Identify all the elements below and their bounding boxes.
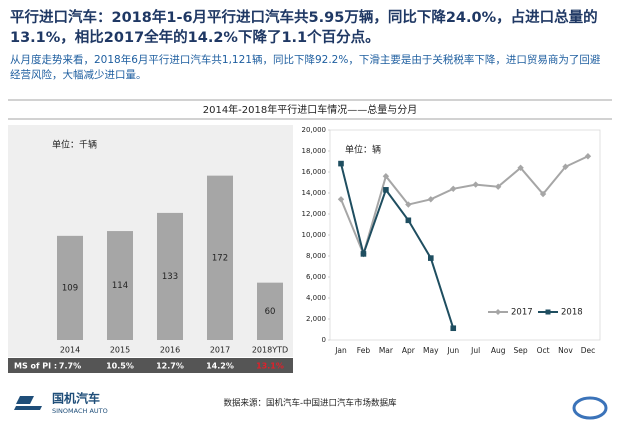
y-tick-label: 14,000 bbox=[302, 189, 327, 197]
legend-label: 2017 bbox=[511, 308, 533, 318]
y-tick-label: 16,000 bbox=[302, 168, 327, 176]
bar bbox=[157, 212, 183, 340]
y-tick-label: 10,000 bbox=[302, 231, 327, 239]
share-value: 10.5% bbox=[106, 362, 134, 371]
marker bbox=[338, 160, 344, 167]
x-tick-label: Dec bbox=[581, 346, 596, 355]
logo-mark bbox=[14, 406, 42, 410]
share-label: MS of PI : bbox=[14, 362, 57, 371]
bar bbox=[257, 282, 283, 340]
y-tick-label: 4,000 bbox=[306, 294, 326, 302]
x-tick-label: Feb bbox=[357, 346, 371, 355]
x-tick-label: Nov bbox=[558, 346, 573, 355]
logo-name: 国机汽车 bbox=[52, 391, 100, 406]
x-tick-label: 2018YTD bbox=[252, 346, 288, 355]
x-tick-label: Jul bbox=[470, 346, 480, 355]
corner-logo-mark bbox=[572, 396, 608, 420]
logo-mark bbox=[16, 396, 34, 404]
panel-title: 2014年-2018年平行进口车情况——总量与分月 bbox=[203, 103, 418, 116]
marker bbox=[382, 173, 390, 180]
legend-marker bbox=[495, 309, 501, 315]
bar-value-label: 114 bbox=[112, 281, 128, 291]
share-value: 14.2% bbox=[206, 362, 234, 371]
marker bbox=[450, 325, 457, 332]
x-tick-label: May bbox=[423, 346, 439, 355]
marker bbox=[428, 255, 434, 261]
series-line bbox=[340, 155, 589, 257]
marker bbox=[360, 251, 367, 257]
y-tick-label: 6,000 bbox=[306, 273, 326, 281]
marker bbox=[383, 187, 389, 193]
marker bbox=[405, 201, 412, 208]
unit-label: 单位：辆 bbox=[345, 144, 381, 156]
share-row-bg bbox=[8, 358, 293, 373]
share-value: 13.1% bbox=[256, 362, 284, 371]
marker bbox=[450, 185, 457, 192]
legend-marker bbox=[545, 309, 551, 315]
marker bbox=[427, 196, 434, 203]
marker bbox=[494, 183, 502, 190]
logo: 国机汽车 SINOMACH AUTO bbox=[14, 391, 108, 415]
y-tick-label: 12,000 bbox=[302, 210, 327, 218]
y-tick-label: 0 bbox=[322, 336, 326, 344]
summary: 从月度走势来看，2018年6月平行进口汽车共1,121辆，同比下降92.2%，下… bbox=[10, 54, 601, 81]
bar-value-label: 60 bbox=[265, 307, 276, 317]
bar bbox=[207, 175, 233, 340]
x-tick-label: Sep bbox=[514, 346, 528, 355]
x-tick-label: Apr bbox=[402, 346, 416, 355]
corner-logo bbox=[572, 396, 608, 420]
share-value: 12.7% bbox=[156, 362, 184, 371]
y-tick-label: 20,000 bbox=[302, 126, 327, 134]
x-tick-label: Jan bbox=[334, 346, 347, 355]
bar-value-label: 109 bbox=[62, 283, 78, 293]
bar-panel-bg bbox=[8, 125, 293, 357]
source: 数据来源：国机汽车-中国进口汽车市场数据库 bbox=[223, 398, 397, 409]
y-tick-label: 2,000 bbox=[306, 315, 326, 323]
headline: 平行进口汽车：2018年1-6月平行进口汽车共5.95万辆，同比下降24.0%，… bbox=[10, 10, 598, 46]
unit-label: 单位：千辆 bbox=[52, 139, 97, 151]
legend-label: 2018 bbox=[561, 308, 583, 318]
x-tick-label: Oct bbox=[537, 346, 550, 355]
marker bbox=[584, 153, 592, 160]
marker bbox=[517, 164, 524, 171]
marker bbox=[562, 163, 569, 170]
x-tick-label: 2017 bbox=[210, 346, 230, 355]
y-tick-label: 8,000 bbox=[306, 252, 326, 260]
x-tick-label: 2015 bbox=[110, 346, 130, 355]
share-value: 7.7% bbox=[59, 362, 81, 371]
bar-value-label: 133 bbox=[162, 272, 178, 282]
bar-value-label: 172 bbox=[212, 253, 228, 263]
logo-name-en: SINOMACH AUTO bbox=[52, 407, 108, 415]
marker bbox=[472, 181, 479, 188]
x-tick-label: Aug bbox=[491, 346, 506, 355]
series-line bbox=[340, 163, 455, 329]
bar bbox=[57, 235, 83, 340]
x-tick-label: 2014 bbox=[60, 346, 80, 355]
y-tick-label: 18,000 bbox=[302, 147, 327, 155]
x-tick-label: 2016 bbox=[160, 346, 180, 355]
marker bbox=[539, 190, 547, 198]
bar bbox=[107, 231, 133, 340]
x-tick-label: Mar bbox=[379, 346, 394, 355]
marker bbox=[337, 196, 345, 203]
x-tick-label: Jun bbox=[446, 346, 459, 355]
marker bbox=[405, 217, 412, 224]
